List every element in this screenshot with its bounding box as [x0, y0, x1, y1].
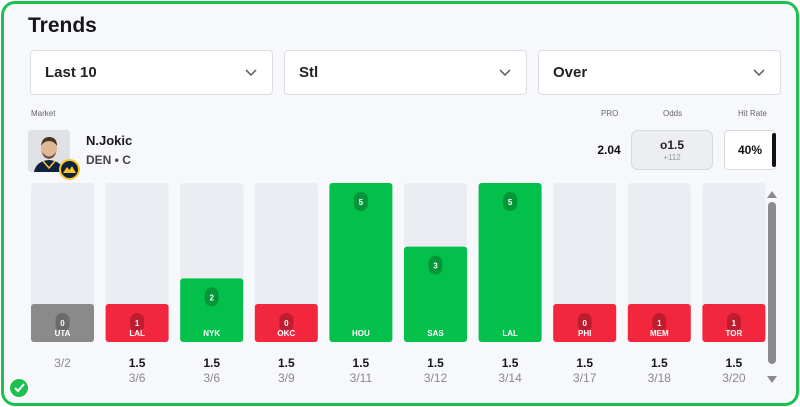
hit-rate-box: 40% [724, 130, 776, 170]
date-label: 3/6 [129, 371, 146, 385]
date-label: 3/12 [424, 371, 448, 385]
line-label: 1.5 [726, 356, 743, 370]
chevron-down-icon [498, 65, 512, 79]
line-label: 1.5 [129, 356, 146, 370]
side-select[interactable]: Over [538, 50, 781, 95]
line-label: 1.5 [651, 356, 668, 370]
checkmark-icon [8, 377, 30, 399]
date-label: 3/14 [498, 371, 522, 385]
hit-rate-value: 40% [737, 143, 763, 157]
value-label: 5 [359, 198, 364, 207]
opponent-label: TOR [726, 329, 743, 338]
range-select-label: Last 10 [45, 64, 97, 81]
player-name[interactable]: N.Jokic [86, 133, 133, 148]
stat-select-label: Stl [299, 64, 319, 81]
value-label: 0 [582, 319, 587, 328]
player-team-position: DEN • C [86, 153, 131, 167]
date-label: 3/17 [573, 371, 597, 385]
hit-rate-indicator [772, 133, 776, 167]
side-select-label: Over [553, 64, 588, 81]
date-label: 3/20 [722, 371, 746, 385]
pro-header: PRO [601, 109, 619, 118]
scrollbar-thumb[interactable] [768, 202, 776, 364]
value-label: 3 [433, 262, 438, 271]
date-label: 3/6 [203, 371, 220, 385]
page-title: Trends [28, 14, 97, 37]
opponent-label: HOU [352, 329, 370, 338]
line-label: 1.5 [427, 356, 444, 370]
value-label: 1 [135, 319, 140, 328]
date-label: 3/11 [350, 371, 373, 385]
range-select[interactable]: Last 10 [30, 50, 273, 95]
value-label: 1 [657, 319, 662, 328]
line-label: 1.5 [203, 356, 220, 370]
opponent-label: NYK [203, 329, 220, 338]
opponent-label: LAL [129, 329, 145, 338]
opponent-label: MEM [650, 329, 669, 338]
opponent-label: UTA [55, 329, 71, 338]
line-label: 1.5 [353, 356, 370, 370]
odds-button[interactable]: o1.5 +112 [631, 130, 713, 170]
scroll-down-icon[interactable] [766, 372, 778, 383]
line-label: 1.5 [278, 356, 295, 370]
date-label: 3/9 [278, 371, 295, 385]
value-label: 1 [732, 319, 737, 328]
opponent-label: PHI [578, 329, 591, 338]
odds-header: Odds [663, 109, 683, 118]
line-label: 1.5 [576, 356, 593, 370]
chevron-down-icon [752, 65, 766, 79]
stat-select[interactable]: Stl [284, 50, 527, 95]
hit-rate-header: Hit Rate [738, 109, 767, 118]
opponent-label: OKC [277, 329, 295, 338]
opponent-label: LAL [502, 329, 518, 338]
chevron-down-icon [244, 65, 258, 79]
date-label: 3/18 [648, 371, 672, 385]
odds-line: o1.5 [659, 138, 684, 152]
value-label: 5 [508, 198, 513, 207]
line-label: 1.5 [502, 356, 519, 370]
date-label: 3/2 [54, 356, 71, 370]
scroll-up-icon[interactable] [766, 186, 778, 198]
value-label: 0 [60, 319, 65, 328]
pro-value: 2.04 [597, 143, 621, 157]
value-label: 2 [209, 293, 214, 302]
team-logo [59, 159, 80, 180]
opponent-label: SAS [427, 329, 444, 338]
value-label: 0 [284, 319, 289, 328]
odds-price: +112 [663, 153, 681, 162]
market-header: Market [31, 109, 56, 118]
